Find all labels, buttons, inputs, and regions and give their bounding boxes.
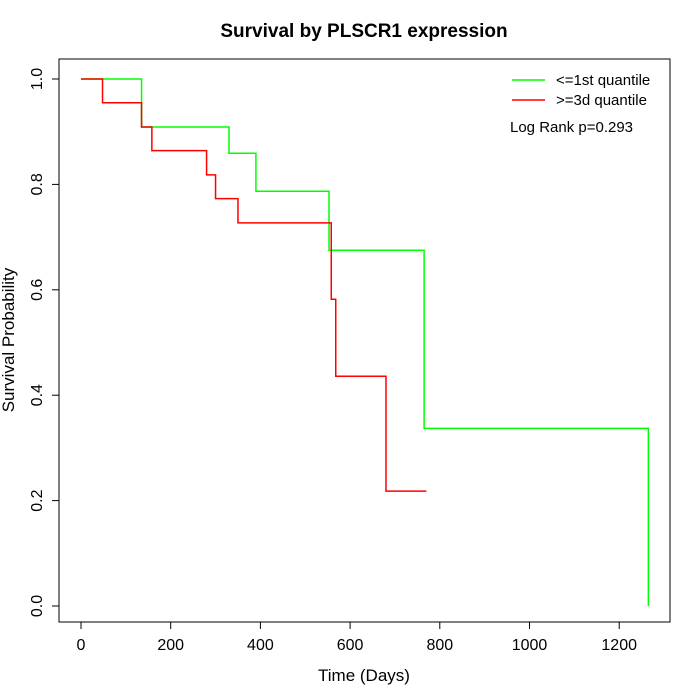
series-line-2: [81, 78, 427, 492]
legend-label-2: >=3d quantile: [556, 92, 647, 109]
series-layer: [81, 78, 650, 606]
chart-title: Survival by PLSCR1 expression: [220, 21, 507, 42]
x-tick-label: 0: [77, 637, 86, 654]
series-line-1: [81, 78, 650, 606]
y-tick-label: 0.2: [29, 489, 46, 511]
x-tick-label: 400: [247, 637, 274, 654]
x-tick-label: 600: [337, 637, 364, 654]
y-tick-label: 0.4: [29, 384, 46, 406]
legend: <=1st quantile >=3d quantile: [512, 72, 650, 109]
x-axis: 0 200 400 600 800 1000 1200: [77, 621, 637, 654]
y-tick-label: 0.8: [29, 173, 46, 195]
x-axis-label: Time (Days): [318, 666, 410, 685]
plot-frame: [58, 58, 671, 623]
y-axis: 0.0 0.2 0.4 0.6 0.8 1.0: [29, 68, 60, 617]
y-axis-label: Survival Probability: [0, 267, 18, 412]
x-tick-label: 1000: [512, 637, 548, 654]
x-tick-label: 1200: [601, 637, 637, 654]
legend-label-1: <=1st quantile: [556, 72, 650, 89]
y-tick-label: 0.0: [29, 595, 46, 617]
x-tick-label: 200: [157, 637, 184, 654]
y-tick-label: 1.0: [29, 68, 46, 90]
log-rank-annotation: Log Rank p=0.293: [510, 119, 633, 136]
x-tick-label: 800: [426, 637, 453, 654]
y-tick-label: 0.6: [29, 279, 46, 301]
